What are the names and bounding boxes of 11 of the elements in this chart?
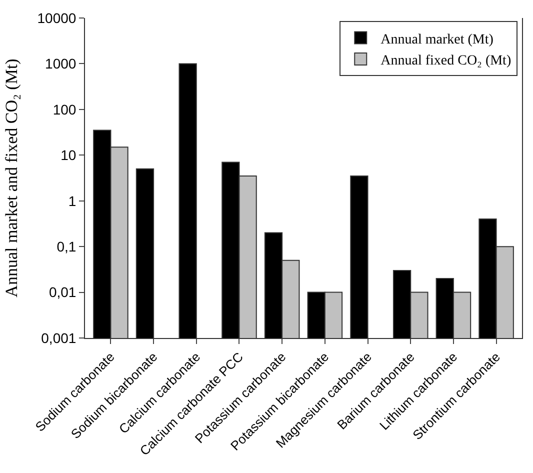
y-tick-label: 10000 <box>37 10 76 26</box>
y-axis-title: Annual market and fixed CO₂ (Mt) <box>2 58 21 298</box>
y-tick-label: 100 <box>52 101 76 118</box>
y-tick-label: 10 <box>60 147 76 164</box>
y-tick-label: 0,1 <box>56 238 76 254</box>
y-tick-label: 1000 <box>45 56 76 72</box>
y-tick-label: 0,001 <box>41 330 76 346</box>
legend-label: Annual market (Mt) <box>380 32 494 48</box>
y-tick-label: 1 <box>68 192 76 209</box>
legend-label: Annual fixed CO₂ (Mt) <box>380 53 512 68</box>
y-tick-label: 0,01 <box>48 284 76 300</box>
